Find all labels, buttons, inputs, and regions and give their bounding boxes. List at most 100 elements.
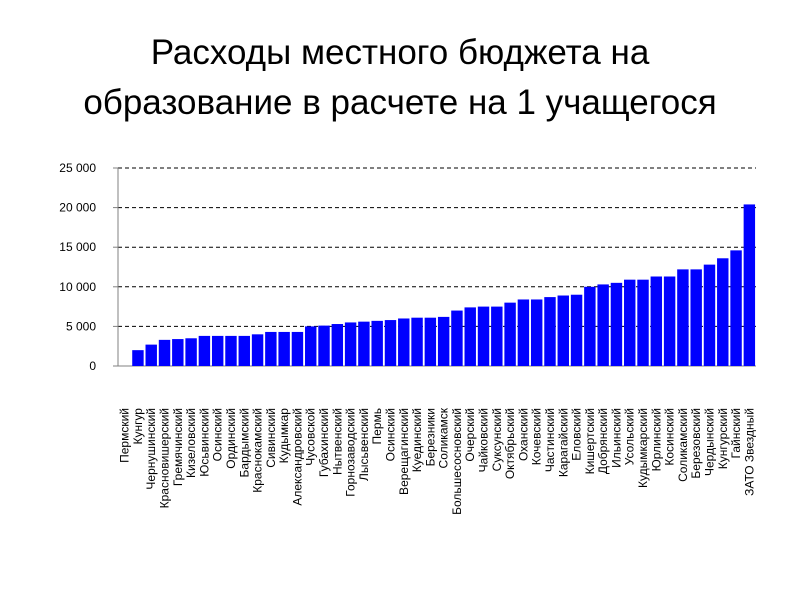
bar [557, 295, 569, 366]
bar [624, 279, 636, 366]
x-tick-label: Кудымкар [277, 408, 291, 464]
y-tick-label: 10 000 [59, 280, 96, 294]
x-tick-label: Краснокамский [251, 408, 265, 493]
bar [371, 320, 383, 366]
bar [198, 335, 211, 366]
bar [265, 331, 277, 366]
x-tick-label: Очерский [463, 408, 477, 462]
x-tick-label: Осинский [211, 408, 225, 461]
x-tick-label: Большесосновский [450, 408, 464, 515]
x-tick-label: Сивинский [264, 408, 278, 468]
x-tick-label: Кишертский [583, 408, 597, 474]
bar [530, 299, 543, 366]
bar [544, 297, 556, 366]
x-tick-label: Кунгур [131, 408, 145, 445]
bar [291, 331, 304, 366]
chart-title-line-1: Расходы местного бюджета на [150, 33, 650, 72]
x-tick-label: Осинский [383, 408, 397, 461]
x-tick-label: Юсьвинский [197, 408, 211, 477]
x-tick-label: Добрянский [596, 408, 610, 474]
x-tick-label: Пермь [370, 408, 384, 444]
x-tick-label: Кочевский [530, 408, 544, 465]
x-tick-label: Куединский [410, 408, 424, 472]
y-tick-label: 20 000 [59, 201, 96, 215]
bar [743, 204, 756, 366]
x-tick-label: Кизеловский [184, 408, 198, 478]
x-tick-label: Бардымский [237, 408, 251, 477]
x-tick-label: Чернушинский [144, 408, 158, 490]
x-tick-label: Октябрьский [503, 408, 517, 479]
y-tick-label: 15 000 [59, 240, 96, 254]
x-tick-label: Красновишерский [158, 408, 172, 508]
bar [225, 335, 237, 366]
x-tick-label: Нытвенский [330, 408, 344, 475]
x-tick-label: Чайковский [477, 408, 491, 472]
y-tick-label: 5 000 [66, 319, 96, 333]
x-tick-label: Косинский [663, 408, 677, 466]
y-tick-label: 0 [89, 359, 96, 373]
bar [570, 294, 583, 366]
x-tick-label: Карагайский [556, 408, 570, 477]
x-tick-label: Горнозаводский [344, 408, 358, 497]
x-tick-label: Губахинский [317, 408, 331, 477]
bar [517, 299, 530, 366]
bar [278, 331, 290, 366]
x-tick-label: Кунгурский [716, 408, 730, 469]
bar [211, 335, 224, 366]
bar [584, 286, 596, 366]
bar [398, 318, 410, 366]
bar [703, 264, 716, 366]
bar [464, 307, 476, 366]
bar [384, 320, 397, 366]
bar [677, 269, 689, 366]
bar [305, 326, 317, 366]
bar [451, 310, 463, 366]
x-tick-label: Ильинский [609, 408, 623, 468]
bar [132, 350, 144, 366]
bar [690, 269, 702, 366]
x-tick-label: Кудымкарский [636, 408, 650, 488]
bar [145, 344, 157, 366]
bar [318, 325, 330, 366]
x-tick-label: Александровский [290, 408, 304, 506]
x-tick-label: Усольский [623, 408, 637, 465]
bar [491, 306, 503, 366]
bar [238, 335, 250, 366]
bar [597, 284, 609, 366]
bar [663, 276, 676, 366]
chart-title: Расходы местного бюджета на образование … [0, 28, 800, 128]
bar [158, 339, 171, 366]
x-tick-label: Пермский [118, 408, 132, 463]
bar [172, 339, 184, 366]
bar [424, 317, 437, 366]
bar [637, 279, 649, 366]
x-tick-label: Частинский [543, 408, 557, 472]
bar [504, 302, 516, 366]
x-tick-label: Гайнский [729, 408, 743, 458]
bar [650, 276, 663, 366]
bar [411, 317, 423, 366]
chart-title-line-2: образование в расчете на 1 учащегося [83, 83, 717, 122]
bar [437, 316, 450, 366]
bar [358, 321, 370, 366]
x-tick-label: Березники [423, 408, 437, 466]
x-tick-label: Чусовской [304, 408, 318, 466]
bar [717, 258, 729, 366]
x-tick-label: Еловский [570, 408, 584, 461]
x-tick-label: Оханский [516, 408, 530, 461]
bar [251, 334, 264, 366]
x-tick-label: Ординский [224, 408, 238, 469]
x-tick-label: Юрлинский [649, 408, 663, 471]
bar [331, 324, 344, 366]
bar [344, 322, 357, 366]
bar [730, 250, 742, 366]
x-tick-label: Березовский [689, 408, 703, 479]
y-tick-label: 25 000 [59, 161, 96, 175]
x-tick-label: Суксунский [490, 408, 504, 471]
bar [610, 282, 623, 366]
x-tick-label: Соликамский [676, 408, 690, 482]
x-tick-label: Чердынский [702, 408, 716, 476]
x-tick-label: Соликамск [437, 407, 451, 468]
bar [477, 306, 490, 366]
x-tick-label: Лысьвенский [357, 408, 371, 481]
